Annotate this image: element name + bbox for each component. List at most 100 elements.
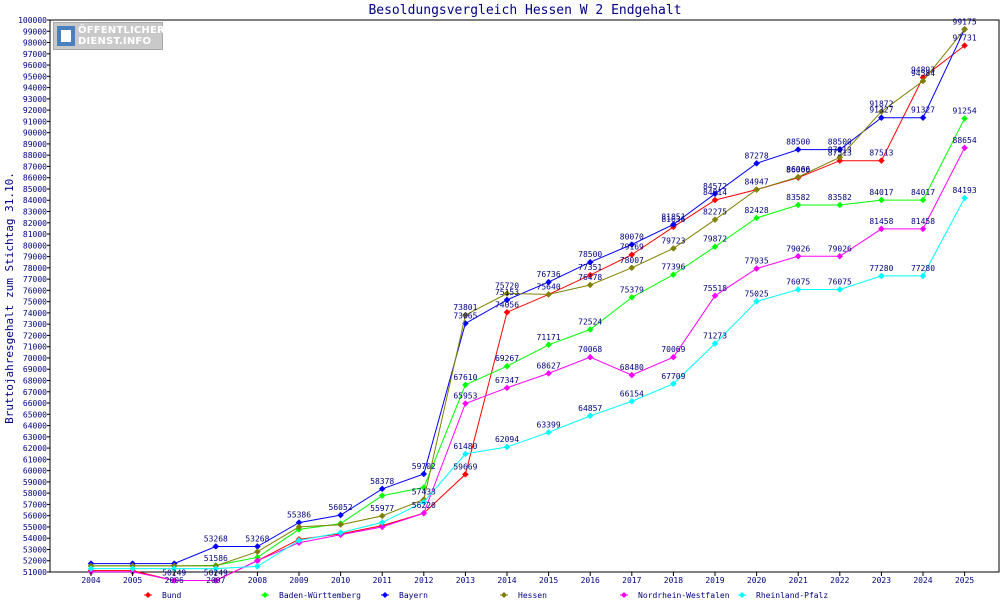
data-point xyxy=(670,353,677,361)
site-logo: ÖFFENTLICHER DIENST.INFO xyxy=(53,22,165,50)
data-label: 81458 xyxy=(911,217,935,226)
data-label: 76075 xyxy=(828,278,852,287)
data-point xyxy=(670,221,677,228)
data-label: 87813 xyxy=(828,145,852,154)
data-label: 67610 xyxy=(453,373,477,382)
y-tick-label: 81000 xyxy=(23,230,47,239)
data-point xyxy=(711,196,719,204)
data-label: 87513 xyxy=(869,149,893,158)
data-point xyxy=(586,353,594,361)
y-tick-label: 92000 xyxy=(23,106,47,115)
data-point xyxy=(670,271,677,278)
data-point xyxy=(337,511,344,519)
x-tick-label: 2014 xyxy=(497,576,516,585)
y-tick-label: 79000 xyxy=(23,253,47,262)
data-label: 75153 xyxy=(495,288,519,297)
y-tick-label: 59000 xyxy=(23,478,47,487)
data-point xyxy=(961,194,968,202)
data-point xyxy=(87,565,95,572)
data-label: 87278 xyxy=(745,151,769,160)
y-tick-label: 53000 xyxy=(23,545,47,554)
x-tick-label: 2008 xyxy=(248,576,267,585)
y-tick-label: 72000 xyxy=(23,331,47,340)
data-point xyxy=(545,428,552,436)
data-point xyxy=(794,146,802,153)
y-tick-label: 100000 xyxy=(18,16,47,25)
y-tick-label: 60000 xyxy=(23,467,47,476)
data-label: 79872 xyxy=(703,235,727,244)
x-tick-label: 2022 xyxy=(830,576,849,585)
y-tick-label: 80000 xyxy=(23,241,47,250)
series-line-0 xyxy=(91,45,965,581)
x-tick-label: 2018 xyxy=(664,576,683,585)
data-point xyxy=(586,326,594,333)
data-point xyxy=(378,519,386,526)
data-point xyxy=(753,186,760,193)
data-label: 83582 xyxy=(786,193,810,202)
data-label: 91327 xyxy=(869,106,893,115)
series-line-5 xyxy=(91,197,966,570)
data-label: 82275 xyxy=(703,208,727,217)
x-tick-label: 2016 xyxy=(581,576,600,585)
data-label: 83582 xyxy=(828,193,852,202)
data-label: 86000 xyxy=(786,166,810,175)
y-tick-label: 64000 xyxy=(23,422,47,431)
y-tick-label: 69000 xyxy=(23,365,47,374)
data-label: 64857 xyxy=(578,404,602,413)
data-label: 75720 xyxy=(495,282,519,291)
data-label: 86066 xyxy=(786,165,810,174)
data-point xyxy=(628,264,636,272)
data-point xyxy=(878,225,885,233)
data-label: 99175 xyxy=(953,17,977,26)
data-point xyxy=(503,308,511,316)
data-label: 62094 xyxy=(495,435,519,444)
data-label: 87513 xyxy=(828,149,852,158)
data-point xyxy=(337,521,344,529)
data-label: 80070 xyxy=(620,233,644,242)
legend-label: Bund xyxy=(162,591,181,600)
y-tick-label: 70000 xyxy=(23,354,47,363)
data-point xyxy=(129,565,136,572)
data-point xyxy=(961,144,968,152)
data-point xyxy=(753,214,760,222)
y-tick-label: 54000 xyxy=(23,534,47,543)
data-point xyxy=(295,523,303,531)
legend-marker xyxy=(145,592,151,598)
data-label: 94893 xyxy=(911,66,935,75)
data-label: 67347 xyxy=(495,376,519,385)
data-label: 78007 xyxy=(620,256,644,265)
data-point xyxy=(836,252,844,260)
data-point xyxy=(462,311,469,319)
y-tick-label: 62000 xyxy=(23,444,47,453)
data-point xyxy=(420,509,428,517)
data-label: 77935 xyxy=(745,257,769,266)
data-point xyxy=(212,565,220,572)
data-label: 76736 xyxy=(537,270,561,279)
x-tick-label: 2004 xyxy=(81,576,100,585)
data-label: 75025 xyxy=(745,289,769,298)
data-point xyxy=(919,225,927,233)
data-label: 74056 xyxy=(495,300,519,309)
data-point xyxy=(503,296,511,304)
x-tick-label: 2005 xyxy=(123,576,142,585)
y-tick-label: 98000 xyxy=(23,39,47,48)
data-point xyxy=(711,190,719,198)
series-line-4 xyxy=(91,147,966,581)
y-tick-label: 90000 xyxy=(23,129,47,138)
data-label: 56220 xyxy=(412,501,436,510)
x-tick-label: 2013 xyxy=(456,576,475,585)
data-label: 77396 xyxy=(661,263,685,272)
data-point xyxy=(337,529,344,536)
data-point xyxy=(919,272,927,280)
y-tick-label: 97000 xyxy=(23,50,47,59)
series-line-3 xyxy=(91,28,965,567)
data-label: 79026 xyxy=(828,244,852,253)
y-tick-label: 61000 xyxy=(23,455,47,464)
data-point xyxy=(586,281,594,289)
data-label: 84572 xyxy=(703,182,727,191)
data-label: 68627 xyxy=(537,361,561,370)
data-label: 53268 xyxy=(245,534,269,543)
data-label: 51586 xyxy=(204,554,228,563)
y-tick-label: 99000 xyxy=(23,27,47,36)
